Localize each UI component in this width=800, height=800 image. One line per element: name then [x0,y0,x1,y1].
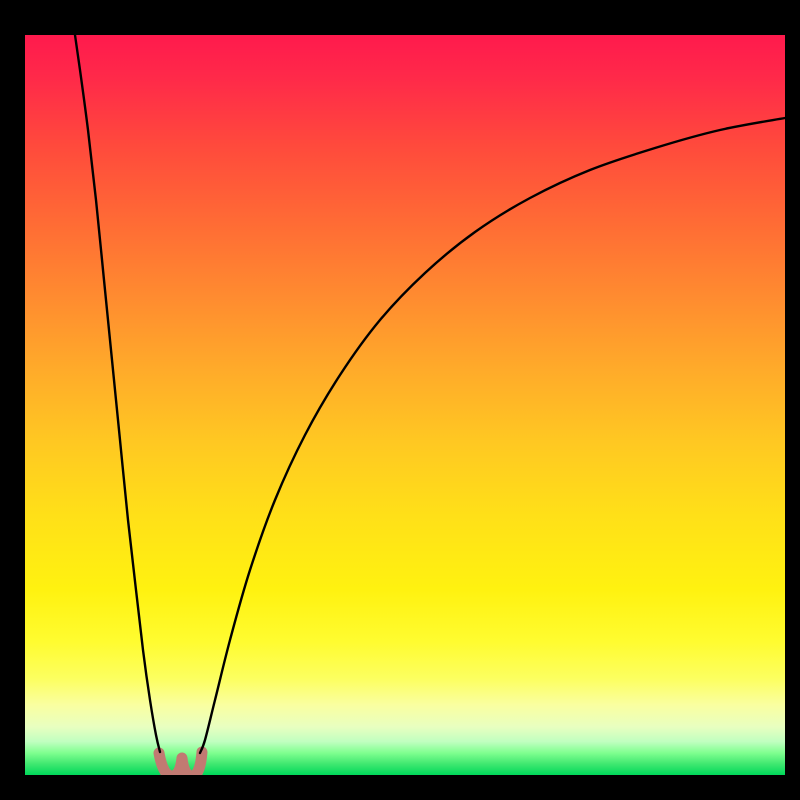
heat-gradient-background [25,35,785,775]
watermark-text: TheBottleneck.com [570,5,791,33]
chart-container: TheBottleneck.com [0,0,800,800]
